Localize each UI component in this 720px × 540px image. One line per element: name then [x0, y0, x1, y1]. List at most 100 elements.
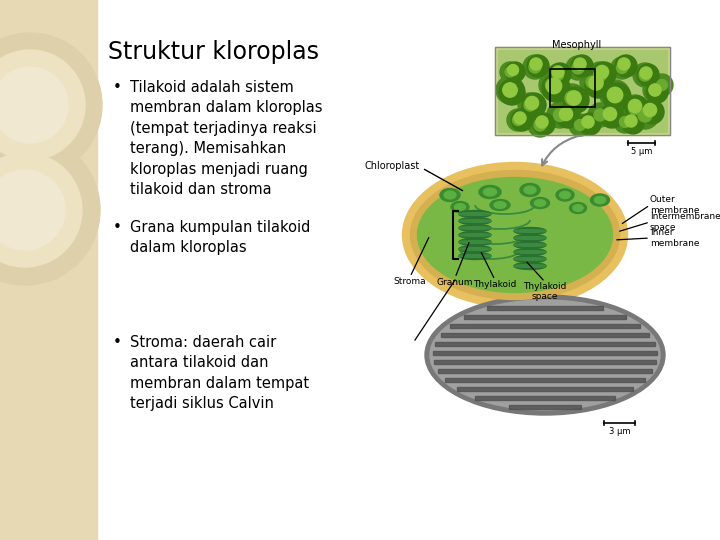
Circle shape — [616, 63, 628, 73]
Circle shape — [603, 83, 631, 111]
Bar — [498, 50, 667, 132]
Circle shape — [622, 112, 644, 134]
Circle shape — [614, 111, 636, 133]
Circle shape — [586, 76, 598, 88]
Bar — [450, 324, 640, 328]
Ellipse shape — [514, 241, 546, 248]
Text: •: • — [113, 335, 122, 350]
Ellipse shape — [459, 227, 491, 229]
Bar — [434, 360, 656, 364]
Ellipse shape — [514, 265, 546, 267]
Ellipse shape — [451, 201, 469, 213]
Ellipse shape — [514, 234, 546, 241]
Circle shape — [575, 119, 585, 131]
Text: Granum: Granum — [437, 278, 473, 287]
Text: Grana kumpulan tilakoid
dalam kloroplas: Grana kumpulan tilakoid dalam kloroplas — [130, 220, 310, 255]
Ellipse shape — [459, 253, 491, 260]
Ellipse shape — [454, 204, 465, 210]
Circle shape — [618, 58, 630, 70]
Circle shape — [559, 107, 572, 120]
Ellipse shape — [514, 227, 546, 234]
Ellipse shape — [594, 197, 606, 204]
Circle shape — [631, 101, 659, 129]
Circle shape — [640, 67, 652, 79]
Circle shape — [0, 135, 100, 285]
Circle shape — [633, 63, 657, 87]
Bar — [508, 405, 582, 409]
Circle shape — [595, 65, 608, 79]
Ellipse shape — [494, 202, 506, 208]
Ellipse shape — [514, 237, 546, 239]
Ellipse shape — [573, 205, 583, 211]
Circle shape — [554, 109, 567, 122]
Circle shape — [566, 56, 590, 80]
Ellipse shape — [459, 239, 491, 246]
Circle shape — [589, 76, 603, 90]
Circle shape — [643, 78, 667, 102]
Bar — [464, 315, 626, 319]
Ellipse shape — [514, 255, 546, 262]
Bar — [475, 396, 615, 400]
Circle shape — [607, 87, 623, 103]
Bar — [436, 342, 654, 346]
Ellipse shape — [459, 213, 491, 215]
Circle shape — [530, 58, 542, 70]
Ellipse shape — [570, 202, 587, 213]
Ellipse shape — [459, 218, 491, 225]
Text: •: • — [113, 80, 122, 95]
Bar — [433, 351, 657, 355]
Bar — [438, 369, 652, 373]
Circle shape — [563, 87, 589, 113]
Circle shape — [508, 64, 518, 76]
Circle shape — [503, 83, 517, 97]
Ellipse shape — [459, 248, 491, 251]
Ellipse shape — [479, 186, 501, 199]
Circle shape — [569, 114, 591, 136]
Circle shape — [585, 72, 611, 98]
Circle shape — [592, 62, 616, 86]
Text: Mesophyll: Mesophyll — [552, 40, 602, 50]
Text: •: • — [113, 220, 122, 235]
Ellipse shape — [418, 178, 613, 293]
Text: Inner
membrane: Inner membrane — [650, 228, 700, 248]
Circle shape — [565, 91, 579, 105]
Text: Struktur kloroplas: Struktur kloroplas — [108, 40, 319, 64]
Circle shape — [536, 116, 548, 128]
Circle shape — [505, 67, 515, 77]
Text: 5 μm: 5 μm — [631, 147, 652, 156]
Ellipse shape — [402, 163, 628, 307]
Ellipse shape — [410, 171, 619, 300]
Text: Chloroplast: Chloroplast — [365, 161, 420, 171]
Circle shape — [639, 69, 651, 81]
Ellipse shape — [459, 254, 491, 258]
Circle shape — [546, 78, 562, 94]
Ellipse shape — [459, 211, 491, 218]
Circle shape — [556, 104, 580, 128]
Circle shape — [505, 62, 525, 82]
Circle shape — [646, 81, 668, 103]
Ellipse shape — [459, 241, 491, 244]
Circle shape — [611, 57, 633, 79]
Circle shape — [619, 117, 631, 127]
Circle shape — [603, 107, 616, 120]
Circle shape — [657, 79, 667, 91]
Ellipse shape — [440, 188, 460, 201]
Circle shape — [499, 79, 525, 105]
Bar — [495, 47, 670, 135]
Bar — [0, 0, 97, 540]
Circle shape — [0, 153, 82, 267]
Ellipse shape — [459, 232, 491, 239]
Circle shape — [608, 87, 623, 103]
Circle shape — [527, 55, 549, 77]
Circle shape — [524, 99, 536, 111]
Ellipse shape — [514, 248, 546, 255]
Circle shape — [522, 93, 546, 117]
Text: Outer
membrane: Outer membrane — [650, 195, 700, 215]
Circle shape — [567, 91, 581, 105]
Circle shape — [547, 102, 573, 128]
Circle shape — [529, 61, 541, 73]
Circle shape — [580, 70, 604, 94]
Circle shape — [0, 170, 65, 250]
Ellipse shape — [490, 199, 510, 211]
Ellipse shape — [534, 200, 546, 206]
